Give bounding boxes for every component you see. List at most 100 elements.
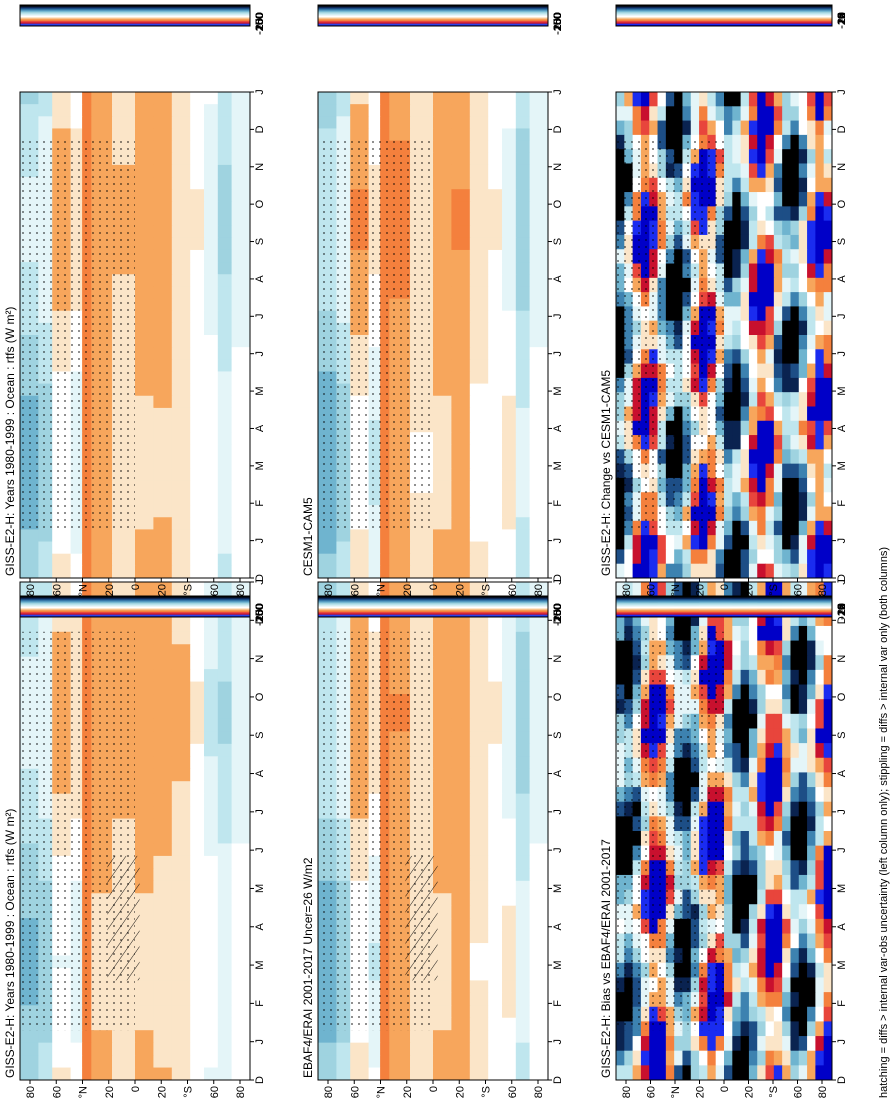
heatmap-cell [451,1042,471,1056]
heatmap-cell [782,699,791,715]
heatmap-cell [823,684,833,700]
heatmap-cell [389,1067,411,1081]
heatmap-cell [135,743,154,757]
heatmap-cell [748,655,758,671]
heatmap-cell [657,1065,667,1081]
heatmap-cell [616,563,625,579]
heatmap-cell [773,420,783,436]
heatmap-cell [171,743,191,757]
heatmap-cell [624,92,634,107]
heatmap-cell [488,480,503,494]
heatmap-cell [649,1036,659,1052]
heatmap-cell [665,92,675,107]
heatmap-cell [20,104,39,117]
heatmap-cell [410,553,434,567]
heatmap-cell [790,1021,800,1037]
heatmap-cell [433,905,452,919]
heatmap-cell [217,855,233,869]
heatmap-cell [318,529,337,543]
heatmap-cell [451,868,471,882]
heatmap-cell [502,237,517,251]
heatmap-cell [380,92,390,105]
heatmap-cell [624,106,634,122]
heatmap-cell [657,611,667,627]
heatmap-cell [217,768,233,782]
heatmap-cell [502,128,517,142]
heatmap-cell [773,889,783,905]
lat-label: °N [78,584,90,596]
heatmap-cell [748,92,758,107]
heatmap-cell [740,904,750,920]
heatmap-cell [488,225,503,239]
heatmap-cell [765,655,775,671]
lat-label: 0 [130,584,142,590]
heatmap-cell [469,395,489,409]
heatmap-cell [488,768,503,782]
heatmap-cell [171,843,191,857]
heatmap-cell [815,406,825,422]
heatmap-cell [732,435,742,450]
heatmap-cell [740,713,750,729]
heatmap-cell [171,855,191,869]
heatmap-cell [515,152,531,166]
heatmap-cell [782,206,791,222]
heatmap-cell [515,868,531,882]
heatmap-cell [171,565,191,579]
heatmap-cell [740,349,750,365]
heatmap-cell [732,1036,742,1052]
heatmap-cell [20,582,39,595]
heatmap-cell [217,432,233,445]
heatmap-cell [171,298,191,312]
heatmap-cell [782,149,791,164]
heatmap-cell [632,582,642,598]
heatmap-cell [807,149,816,164]
colorbar-label: 0 [254,13,266,19]
heatmap-cell [640,611,650,627]
heatmap-cell [204,631,219,645]
heatmap-cell [231,880,251,894]
heatmap-cell [231,92,251,105]
heatmap-cell [204,420,219,433]
heatmap-cell [616,1050,625,1066]
heatmap-cell [798,392,808,407]
colorbar-label: 4 [836,603,848,609]
heatmap-cell [815,992,825,1008]
heatmap-cell [217,225,233,239]
heatmap-cell [529,274,549,287]
colorbar-swatch [318,22,548,24]
heatmap-cell [204,116,219,129]
heatmap-cell [135,347,154,360]
heatmap-cell [732,625,742,642]
heatmap-cell [790,392,800,407]
heatmap-cell [112,529,136,543]
heatmap-cell [204,371,219,385]
heatmap-cell [190,992,205,1006]
heatmap-cell [732,728,742,744]
heatmap-cell [469,492,489,506]
heatmap-cell [765,1065,775,1081]
panel-title: GISS-E2-H: Years 1980-1999 : Ocean : rtf… [3,809,17,1078]
heatmap-cell [515,1042,531,1056]
heatmap-cell [52,1030,72,1044]
heatmap-cell [171,1030,191,1044]
heatmap-cell [782,1036,791,1052]
heatmap-cell [529,631,549,645]
heatmap-cell [488,918,503,932]
heatmap-cell [488,310,503,324]
heatmap-cell [389,104,411,117]
heatmap-cell [823,1006,833,1022]
heatmap-cell [190,116,205,129]
heatmap-cell [91,582,113,595]
heatmap-cell [815,92,825,107]
heatmap-cell [135,274,154,287]
colorbar-frame [317,595,549,618]
heatmap-cell [515,565,531,579]
heatmap-cell [502,407,517,421]
heatmap-cell [790,206,800,222]
heatmap-cell [815,933,825,949]
heatmap-cell [469,656,489,670]
heatmap-cell [190,505,205,518]
heatmap-cell [798,120,808,136]
lat-label: 80 [235,584,247,596]
